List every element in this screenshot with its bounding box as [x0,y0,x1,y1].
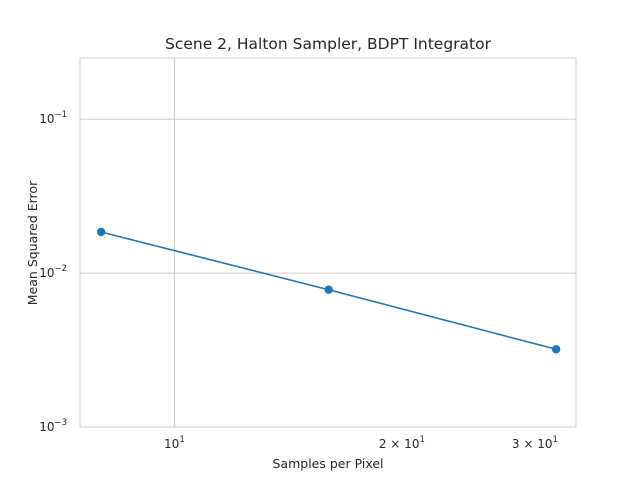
y-tick-base: 10 [39,266,54,280]
y-tick-label: 10−2 [39,264,67,280]
x-tick-label: 101 [164,435,185,451]
x-tick-label: 2 × 101 [379,435,425,451]
x-tick-base: 10 [164,437,179,451]
x-axis-label: Samples per Pixel [272,456,383,471]
x-tick-base: 3 × 10 [512,437,553,451]
plot-frame [79,57,577,428]
y-tick-exponent: −2 [54,264,67,274]
data-point [551,345,561,354]
y-tick-exponent: −1 [54,110,67,120]
x-tick-base: 2 × 10 [379,437,420,451]
y-tick-label: 10−3 [39,418,67,434]
x-tick-exponent: 1 [553,435,558,445]
y-tick-base: 10 [39,112,54,126]
data-point [96,227,106,237]
series-layer [96,227,561,354]
y-tick-label: 10−1 [39,110,67,126]
y-tick-exponent: −3 [54,418,67,428]
chart-title: Scene 2, Halton Sampler, BDPT Integrator [165,35,492,53]
data-point [324,285,333,294]
y-axis-label: Mean Squared Error [25,180,40,305]
y-tick-base: 10 [39,420,54,434]
x-tick-label: 3 × 101 [512,435,558,451]
x-tick-exponent: 1 [179,435,184,445]
x-tick-exponent: 1 [419,435,424,445]
